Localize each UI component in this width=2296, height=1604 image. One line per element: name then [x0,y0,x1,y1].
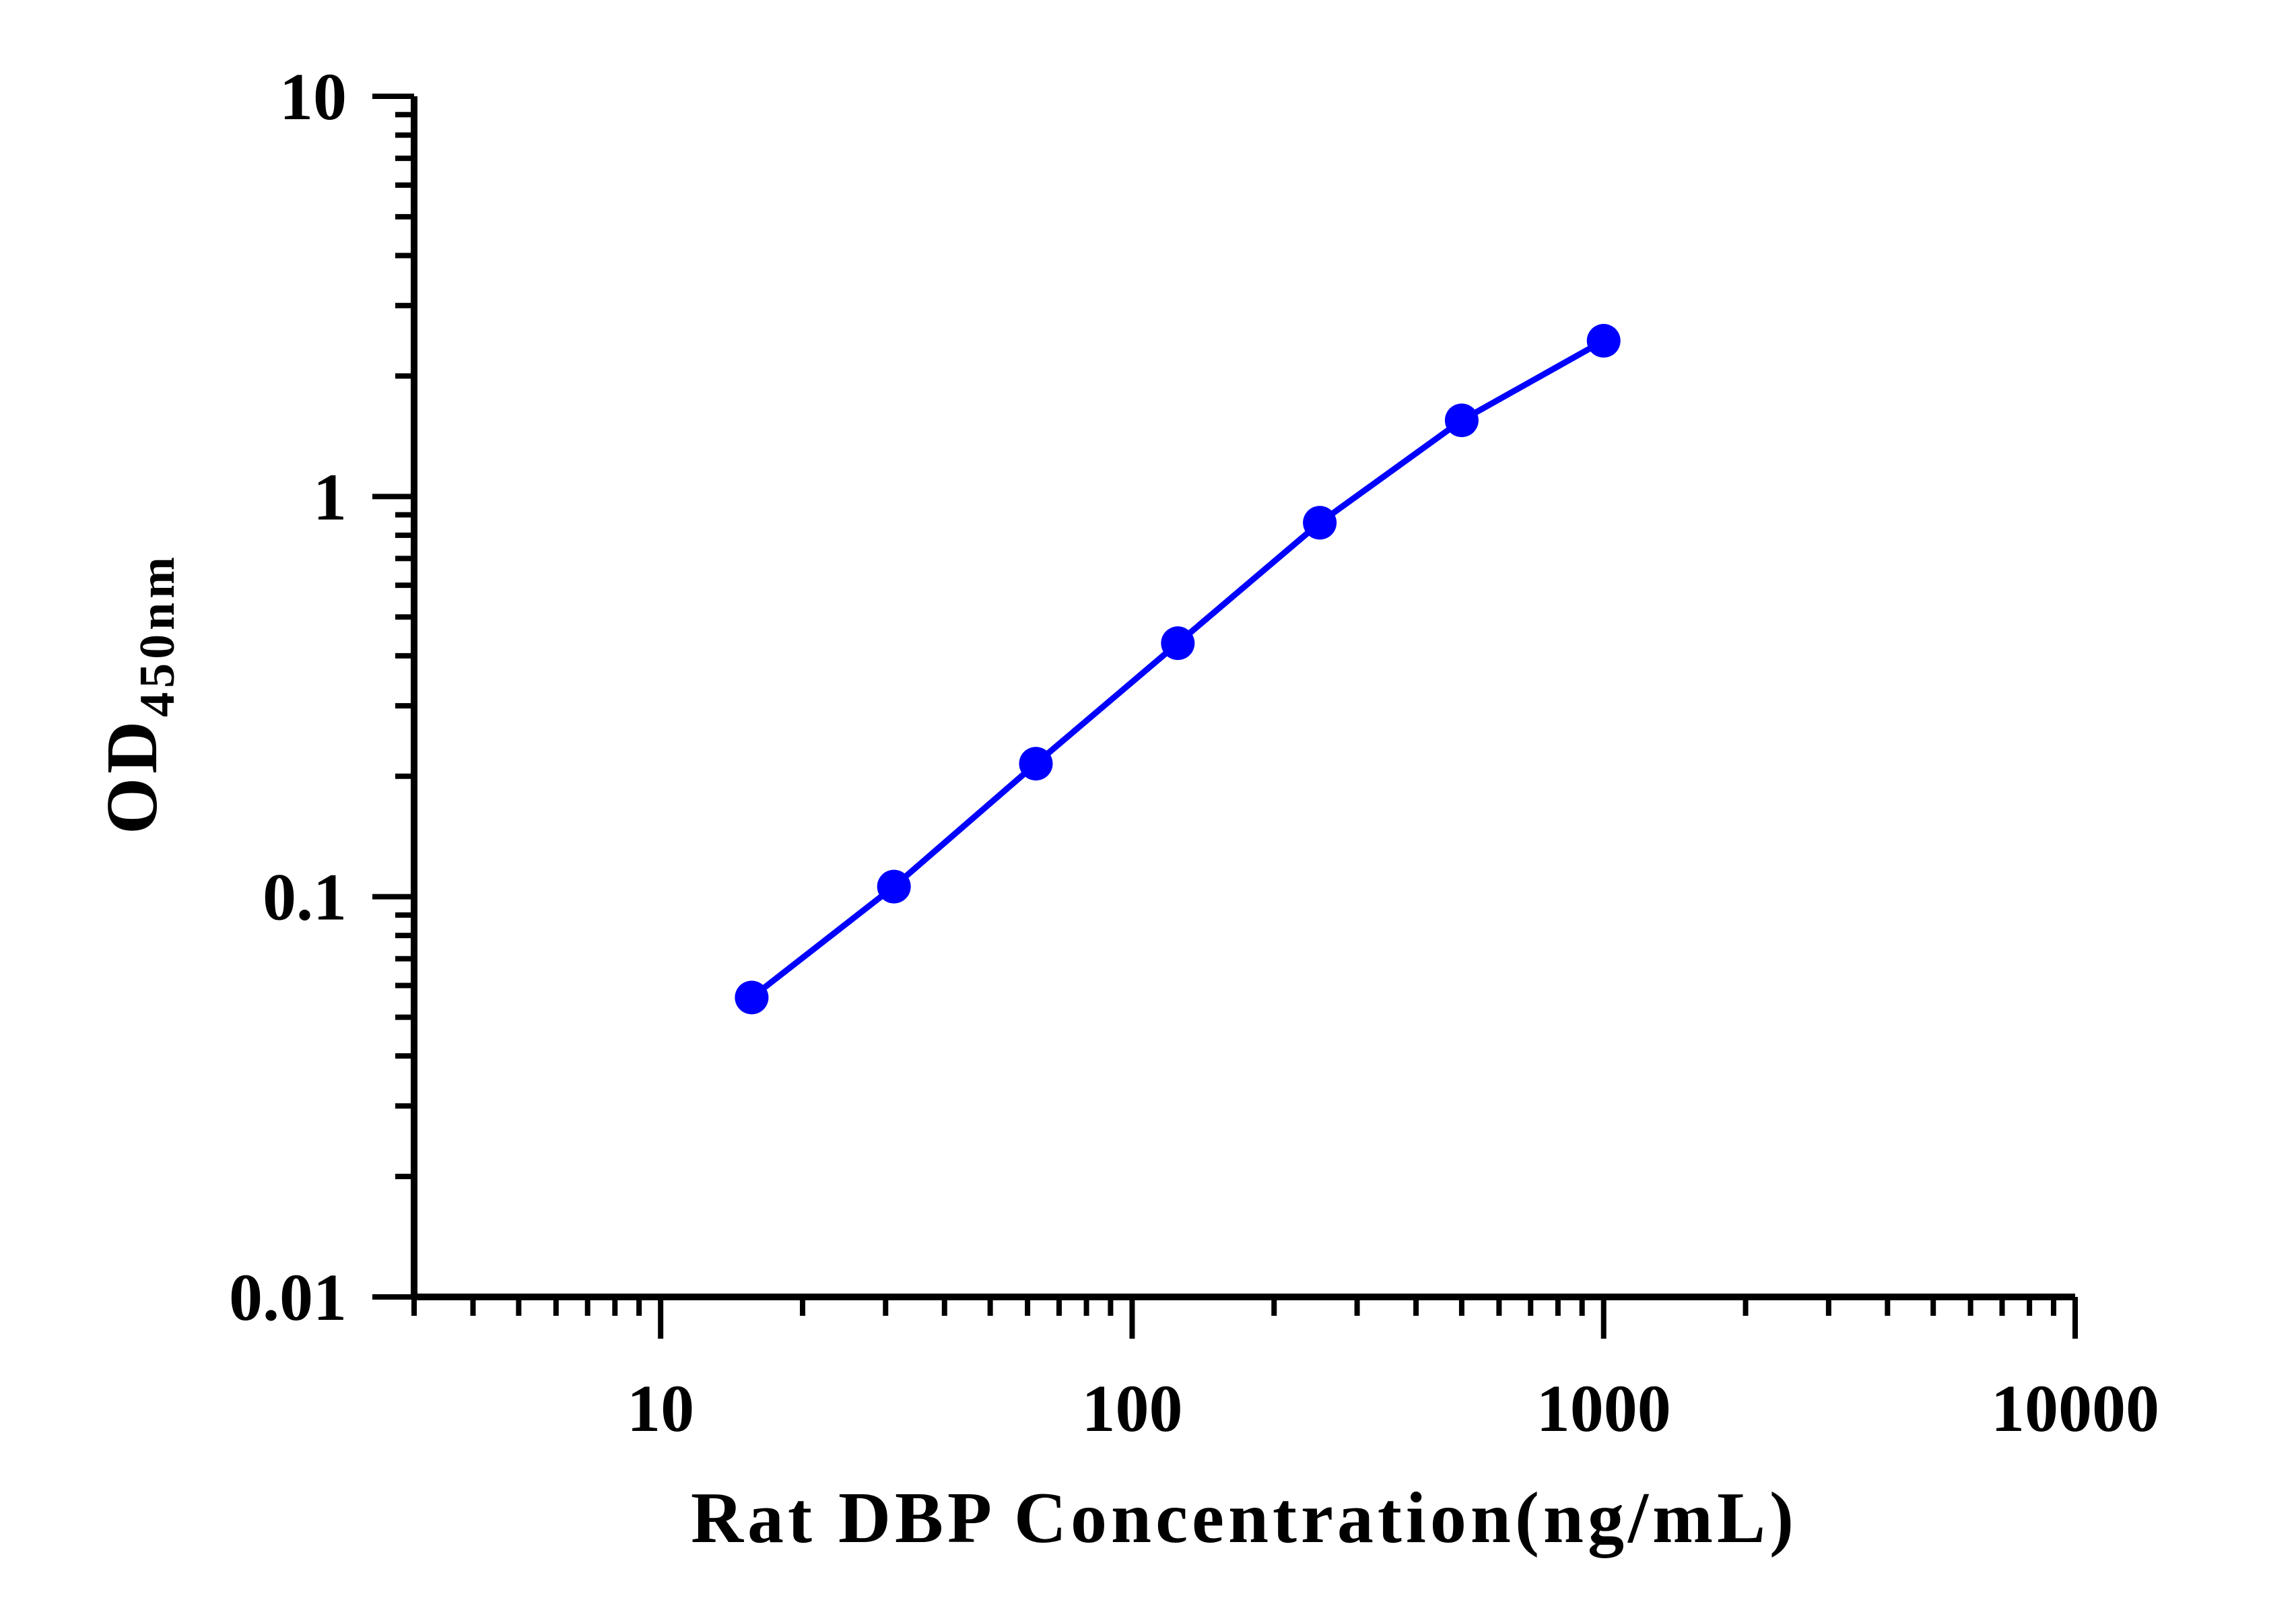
svg-text:OD450nm: OD450nm [92,553,185,834]
x-tick-label: 10000 [1991,1371,2159,1446]
data-point [735,980,769,1015]
data-point [1019,747,1053,781]
y-ticks [372,94,414,1300]
y-axis-title-main: OD [92,717,172,834]
series-layer [735,324,1621,1015]
y-tick-label: 0.1 [263,860,347,935]
y-tick-label: 1 [313,459,347,534]
x-ticks [411,1297,2078,1339]
y-axis-title: OD450nm [92,553,185,834]
y-tick-label: 10 [279,59,347,134]
data-point [1161,626,1195,661]
x-axis-title: Rat DBP Concentration(ng/mL) [691,1478,1798,1558]
y-axis-title-sub: 450nm [130,553,185,717]
y-tick-label: 0.01 [229,1260,347,1335]
y-tick-labels: 0.01 0.1 1 10 [229,59,347,1335]
x-tick-label: 100 [1081,1371,1182,1446]
x-tick-label: 1000 [1537,1371,1671,1446]
data-point [1303,506,1337,540]
x-tick-label: 10 [627,1371,694,1446]
data-point [1586,324,1621,358]
data-point [1444,403,1479,438]
x-tick-labels: 10 100 1000 10000 [627,1371,2159,1446]
series-line [748,337,1607,1001]
data-point [877,869,911,904]
